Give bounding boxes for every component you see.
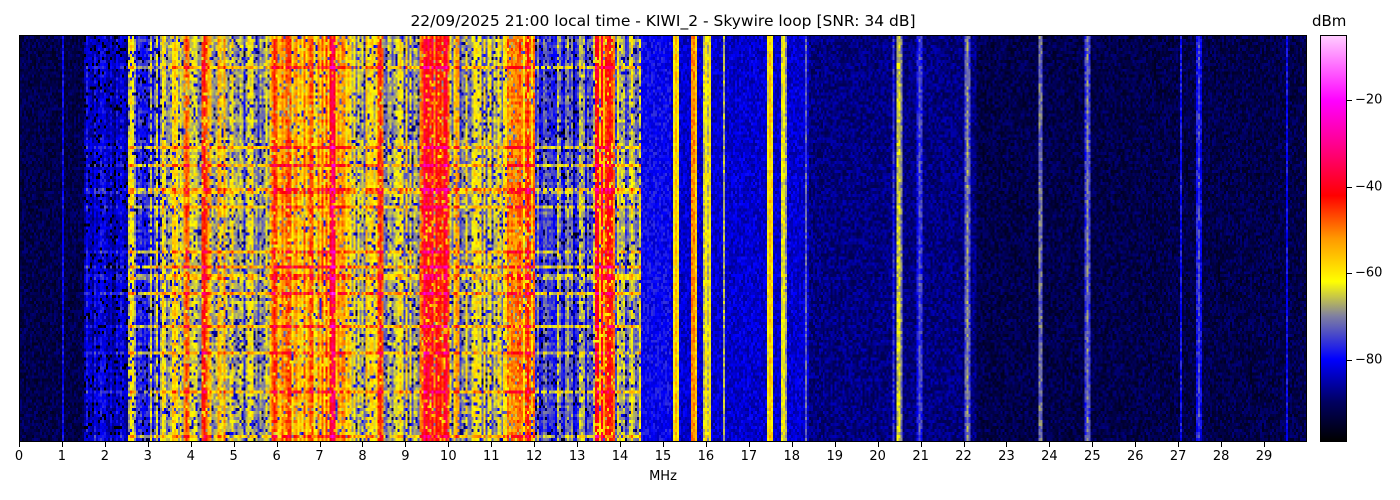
x-tick-mark (362, 442, 364, 447)
x-tick-mark (1006, 442, 1008, 447)
colorbar-tick-mark (1347, 359, 1352, 361)
colorbar-tick-label: −80 (1355, 352, 1383, 368)
x-tick-mark (791, 442, 793, 447)
x-tick-label: 10 (440, 449, 457, 464)
x-tick-label: 1 (57, 449, 67, 464)
x-tick-label: 11 (482, 449, 500, 464)
x-tick-label: 6 (272, 449, 281, 464)
x-tick-label: 9 (401, 449, 410, 464)
x-tick-label: 15 (654, 449, 672, 464)
x-tick-mark (963, 442, 965, 447)
colorbar-label: dBm (1312, 12, 1347, 30)
colorbar-tick-label: −20 (1355, 92, 1383, 108)
x-tick-mark (190, 442, 192, 447)
x-tick-label: 17 (740, 449, 758, 464)
x-tick-label: 3 (143, 449, 152, 464)
colorbar-tick-mark (1347, 99, 1352, 101)
x-tick-mark (405, 442, 407, 447)
x-tick-label: 24 (1041, 449, 1058, 464)
x-tick-label: 12 (525, 449, 543, 464)
x-tick-mark (620, 442, 622, 447)
x-tick-label: 23 (998, 449, 1015, 464)
colorbar (1320, 35, 1347, 442)
x-tick-label: 0 (14, 449, 24, 464)
x-tick-label: 14 (611, 449, 629, 464)
x-tick-mark (920, 442, 922, 447)
x-tick-mark (19, 442, 20, 447)
x-tick-mark (1178, 442, 1180, 447)
x-tick-label: 27 (1169, 449, 1187, 464)
chart-title: 22/09/2025 21:00 local time - KIWI_2 - S… (410, 12, 916, 30)
x-tick-mark (1221, 442, 1223, 447)
x-tick-mark (319, 442, 321, 447)
x-tick-label: 20 (869, 449, 886, 464)
x-tick-mark (491, 442, 493, 447)
colorbar-tick-mark (1347, 273, 1352, 275)
x-tick-mark (1135, 442, 1137, 447)
x-tick-label: 21 (912, 449, 929, 464)
x-tick-label: 8 (358, 449, 367, 464)
x-tick-label: 4 (186, 449, 195, 464)
x-tick-mark (834, 442, 836, 447)
x-tick-label: 22 (955, 449, 972, 464)
x-tick-label: 18 (783, 449, 801, 464)
x-tick-label: 16 (697, 449, 715, 464)
x-tick-label: 13 (568, 449, 586, 464)
x-tick-mark (1264, 442, 1266, 447)
x-tick-label: 2 (100, 449, 109, 464)
x-tick-mark (705, 442, 707, 447)
x-tick-label: 5 (229, 449, 238, 464)
x-tick-mark (276, 442, 278, 447)
x-tick-label: 28 (1212, 449, 1230, 464)
colorbar-tick-mark (1347, 186, 1352, 188)
waterfall-plot-area (19, 35, 1307, 442)
colorbar-tick-label: −60 (1355, 265, 1383, 281)
x-tick-mark (104, 442, 106, 447)
x-tick-mark (448, 442, 450, 447)
x-tick-mark (1049, 442, 1051, 447)
x-tick-mark (1092, 442, 1094, 447)
x-tick-mark (663, 442, 664, 447)
x-tick-label: 29 (1255, 449, 1273, 464)
x-tick-mark (877, 442, 879, 447)
x-tick-mark (534, 442, 536, 447)
x-axis-label: MHz (649, 469, 677, 484)
waterfall-heatmap (20, 36, 1306, 441)
x-tick-label: 7 (315, 449, 324, 464)
x-tick-mark (748, 442, 750, 447)
x-tick-mark (61, 442, 63, 447)
x-tick-label: 19 (826, 449, 843, 464)
colorbar-tick-label: −40 (1355, 179, 1383, 195)
x-tick-mark (577, 442, 579, 447)
x-tick-mark (147, 442, 149, 447)
x-tick-mark (233, 442, 235, 447)
x-tick-label: 26 (1126, 449, 1144, 464)
x-tick-label: 25 (1084, 449, 1101, 464)
